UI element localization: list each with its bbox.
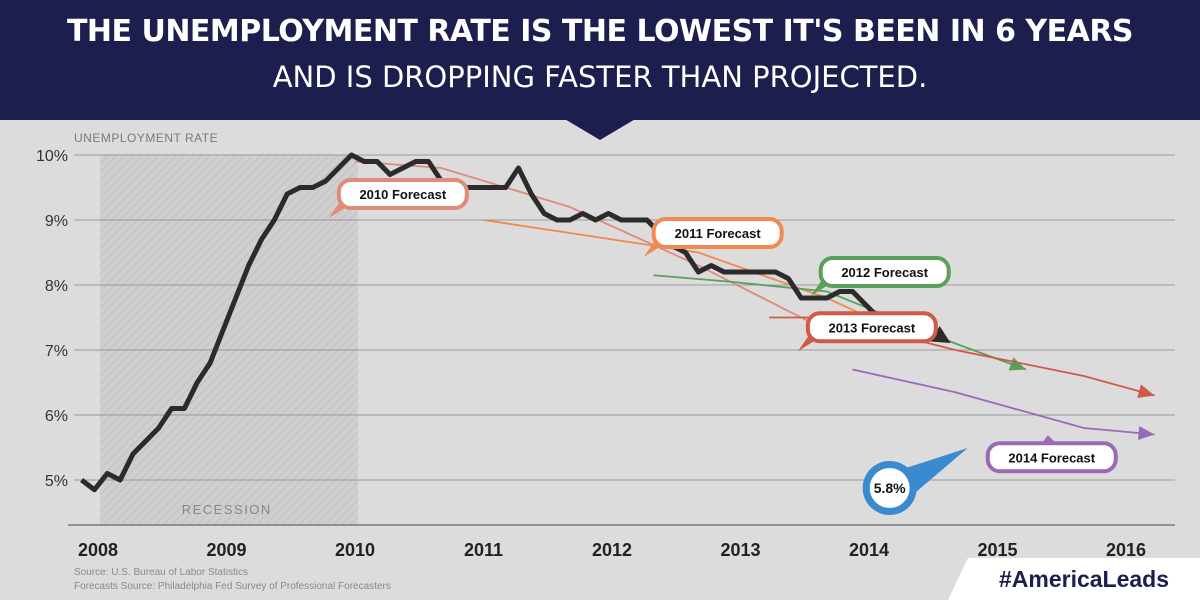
- label-2010-forecast: 2010 Forecast: [359, 187, 446, 202]
- actual-arrow: [930, 326, 951, 343]
- label-2013-forecast-pill: [805, 311, 938, 344]
- latest-value-callout-group: 5.8%: [862, 448, 968, 515]
- headline-line-2: AND IS DROPPING FASTER THAN PROJECTED.: [272, 60, 928, 94]
- y-tick-label: 10%: [36, 148, 68, 165]
- x-tick-label: 2011: [464, 540, 503, 560]
- x-tick-label: 2009: [206, 540, 246, 560]
- forecast-arrow-2012: [1008, 357, 1027, 371]
- label-2011-forecast-group: 2011 Forecast: [643, 217, 784, 257]
- x-tick-label: 2014: [849, 540, 889, 560]
- recession-label: RECESSION: [182, 502, 272, 517]
- chart-title: UNEMPLOYMENT RATE: [74, 131, 218, 145]
- label-2010-forecast-group: 2010 Forecast: [328, 178, 469, 218]
- forecast-line-2011: [483, 219, 898, 332]
- x-tick-label: 2010: [335, 540, 375, 560]
- y-tick-label: 8%: [45, 278, 68, 295]
- header-notch: [563, 118, 637, 140]
- y-tick-label: 7%: [45, 343, 68, 360]
- hashtag: #AmericaLeads: [998, 566, 1170, 592]
- label-2013-forecast: 2013 Forecast: [828, 320, 915, 335]
- forecast-line-2012: [653, 274, 1027, 371]
- actual-line: [80, 152, 944, 493]
- label-2014-forecast-pill: [985, 441, 1118, 474]
- x-tick-label: 2008: [78, 540, 118, 560]
- x-tick-label: 2013: [720, 540, 760, 560]
- label-2014-forecast-group: 2014 Forecast: [985, 435, 1118, 474]
- headline-line-1: THE UNEMPLOYMENT RATE IS THE LOWEST IT'S…: [66, 14, 1134, 49]
- latest-value-pointer: [899, 448, 968, 494]
- y-tick-label: 9%: [45, 213, 68, 230]
- hashtag-corner: [948, 558, 968, 600]
- label-2014-forecast: 2014 Forecast: [1008, 450, 1095, 465]
- forecast-source-note: Forecasts Source: Philadelphia Fed Surve…: [74, 581, 391, 592]
- x-tick-label: 2012: [592, 540, 632, 560]
- label-2011-forecast: 2011 Forecast: [675, 226, 762, 241]
- x-tick-label: 2015: [977, 540, 1017, 560]
- label-2012-forecast-pill: [818, 256, 951, 288]
- source-note: Source: U.S. Bureau of Labor Statistics: [74, 567, 248, 578]
- forecast-line-2014: [852, 368, 1155, 436]
- forecast-arrow-2014: [1137, 426, 1155, 441]
- recession-band: [100, 155, 358, 525]
- latest-value-disc: [869, 468, 910, 508]
- label-2010-forecast-pill: [336, 178, 469, 210]
- x-tick-label: 2016: [1106, 540, 1146, 560]
- forecast-arrow-2013: [1137, 384, 1155, 398]
- hashtag-box: [968, 558, 1200, 600]
- y-tick-label: 5%: [45, 473, 68, 490]
- header-banner: [0, 0, 1200, 120]
- y-tick-label: 6%: [45, 408, 68, 425]
- forecast-line-2010: [355, 160, 828, 332]
- forecast-line-2013: [769, 316, 1155, 397]
- label-2011-forecast-pill: [651, 217, 784, 249]
- label-2012-forecast: 2012 Forecast: [841, 265, 928, 280]
- label-2013-forecast-group: 2013 Forecast: [797, 311, 938, 352]
- latest-value-label: 5.8%: [874, 480, 906, 496]
- label-2012-forecast-group: 2012 Forecast: [810, 256, 951, 296]
